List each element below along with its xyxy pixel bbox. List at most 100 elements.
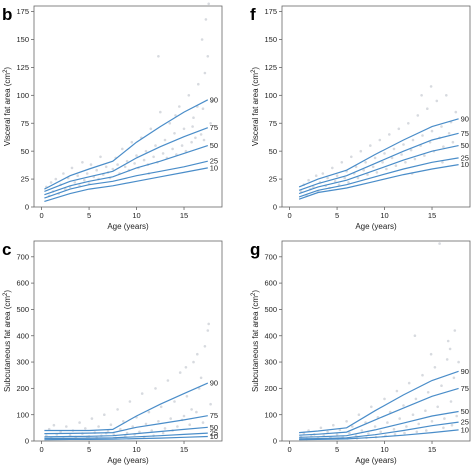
data-point xyxy=(350,155,353,159)
scatter-points xyxy=(299,85,458,198)
percentile-curve-10 xyxy=(299,429,459,441)
data-point xyxy=(149,127,153,131)
data-point xyxy=(326,176,329,180)
percentile-label-25: 25 xyxy=(210,429,218,438)
data-point xyxy=(440,384,443,388)
data-point xyxy=(398,417,402,420)
x-axis-label: Age (years) xyxy=(107,222,149,231)
data-point xyxy=(195,410,198,414)
data-point xyxy=(106,429,110,433)
data-point xyxy=(430,129,434,133)
data-point xyxy=(362,168,366,172)
x-axis-label: Age (years) xyxy=(355,222,397,231)
percentile-curve-75 xyxy=(298,132,459,191)
data-point xyxy=(455,414,459,418)
y-tick-label: 500 xyxy=(264,305,277,314)
y-tick-label: 200 xyxy=(264,384,277,393)
data-point xyxy=(426,107,429,110)
percentile-label-25: 25 xyxy=(210,157,218,166)
percentile-curve-10 xyxy=(44,435,208,441)
data-point xyxy=(407,122,410,125)
data-point xyxy=(326,430,329,434)
y-tick-label: 25 xyxy=(269,175,277,184)
data-point xyxy=(52,423,56,427)
data-point xyxy=(445,94,448,97)
data-point xyxy=(62,172,65,175)
y-tick-label: 50 xyxy=(269,147,277,156)
data-point xyxy=(333,180,337,183)
data-point xyxy=(414,397,418,401)
data-point xyxy=(173,400,176,403)
x-tick-label: 15 xyxy=(180,211,188,220)
data-point xyxy=(402,143,405,146)
data-point xyxy=(140,392,144,395)
data-point xyxy=(404,161,407,164)
x-tick-label: 5 xyxy=(335,445,339,454)
scatter-points xyxy=(299,242,460,441)
data-point xyxy=(201,421,205,424)
data-point xyxy=(161,152,165,155)
data-point xyxy=(159,110,162,114)
data-point xyxy=(347,181,350,184)
data-point xyxy=(161,431,165,435)
data-point xyxy=(144,149,148,153)
data-point xyxy=(194,136,197,140)
data-point xyxy=(314,174,318,177)
data-point xyxy=(417,422,421,426)
data-point xyxy=(188,423,191,427)
plot-frame xyxy=(281,240,471,442)
data-point xyxy=(340,161,344,164)
data-point xyxy=(130,140,134,144)
percentile-label-25: 25 xyxy=(461,418,469,427)
data-point xyxy=(185,395,189,398)
data-point xyxy=(178,105,181,108)
percentile-curve-25 xyxy=(298,157,459,198)
data-point xyxy=(413,157,417,161)
data-point xyxy=(409,148,413,152)
data-point xyxy=(364,161,367,164)
percentile-curve-25 xyxy=(44,160,208,199)
data-point xyxy=(68,433,72,437)
data-point xyxy=(203,345,207,348)
data-point xyxy=(425,429,428,432)
data-point xyxy=(448,347,452,351)
data-point xyxy=(207,2,210,6)
percentile-curve-50 xyxy=(44,426,208,438)
data-point xyxy=(423,154,426,157)
percentile-curve-25 xyxy=(44,432,208,439)
panel-letter: c xyxy=(2,240,11,259)
data-point xyxy=(176,425,179,428)
data-point xyxy=(89,163,93,166)
data-point xyxy=(360,429,364,432)
data-point xyxy=(85,172,89,175)
data-point xyxy=(197,82,200,86)
data-point xyxy=(441,161,444,164)
data-point xyxy=(192,116,195,119)
percentile-curve-90 xyxy=(298,118,459,188)
percentile-curve-75 xyxy=(44,415,208,435)
data-point xyxy=(385,167,388,171)
data-point xyxy=(182,414,186,418)
percentile-curve-50 xyxy=(298,145,459,195)
data-point xyxy=(109,423,113,427)
percentile-label-10: 10 xyxy=(461,160,469,169)
data-point xyxy=(454,110,458,114)
data-point xyxy=(142,158,146,162)
data-point xyxy=(433,366,437,369)
data-point xyxy=(157,55,160,58)
data-point xyxy=(449,400,453,403)
data-point xyxy=(199,133,203,136)
data-point xyxy=(111,167,115,171)
data-point xyxy=(202,138,206,142)
percentile-label-25: 25 xyxy=(461,153,469,162)
data-point xyxy=(383,397,386,401)
data-point xyxy=(97,425,100,428)
x-tick-label: 5 xyxy=(87,445,91,454)
data-point xyxy=(411,413,415,417)
data-point xyxy=(386,421,389,424)
y-axis-label: Visceral fat area (cm2) xyxy=(251,67,260,147)
data-point xyxy=(366,173,369,176)
panel-letter: f xyxy=(250,5,256,24)
data-point xyxy=(95,168,98,172)
